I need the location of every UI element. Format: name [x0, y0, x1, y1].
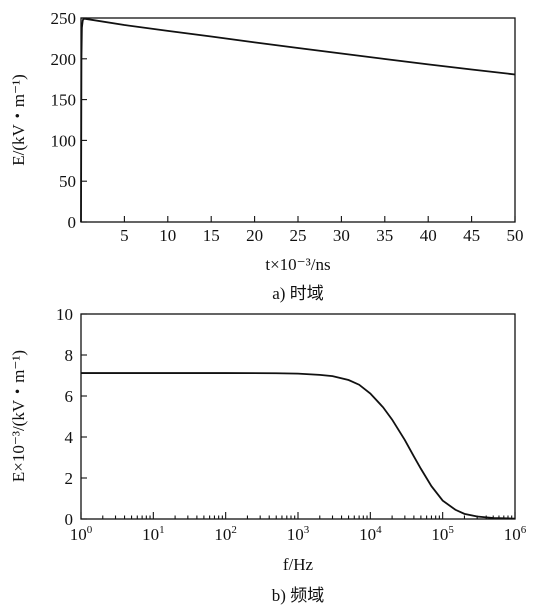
time-domain-x-tick-label: 50 [507, 226, 524, 245]
time-domain-y-axis-label: E/(kV・m⁻¹) [9, 74, 28, 166]
frequency-domain-plot-frame [80, 313, 516, 520]
frequency-domain-series-line [81, 372, 516, 520]
time-domain-y-tick-label: 0 [68, 213, 77, 232]
time-domain-x-tick-label: 35 [376, 226, 393, 245]
time-domain-y-tick-label: 50 [59, 172, 76, 191]
frequency-domain-y-axis-label: E×10⁻³/(kV・m⁻¹) [9, 350, 28, 482]
time-domain-y-tick-label: 150 [51, 91, 77, 110]
frequency-domain-x-ticks: 100 101 102 103 104 105 106 [70, 512, 527, 544]
frequency-domain-x-tick-label: 100 [70, 524, 93, 544]
frequency-domain-y-tick-label: 6 [65, 387, 74, 406]
time-domain-x-tick-label: 20 [246, 226, 263, 245]
time-domain-y-ticks: 0 50 100 150 200 250 [51, 9, 87, 232]
time-domain-y-tick-label: 200 [51, 50, 77, 69]
frequency-domain-caption: b) 频域 [272, 586, 324, 605]
time-domain-series-line [80, 17, 516, 223]
frequency-domain-y-tick-label: 10 [56, 305, 73, 324]
time-domain-y-tick-label: 100 [51, 131, 77, 150]
frequency-domain-y-tick-label: 8 [65, 346, 74, 365]
frequency-domain-x-axis-label: f/Hz [283, 555, 314, 574]
frequency-domain-x-tick-label: 106 [504, 524, 527, 544]
frequency-domain-y-ticks: 0 2 4 6 8 10 [56, 305, 87, 529]
chart-frequency-domain: 100 101 102 103 104 105 106 0 2 4 6 8 10 f/Hz E×10⁻… [9, 305, 527, 605]
frequency-domain-x-tick-label: 102 [214, 524, 237, 544]
frequency-domain-y-tick-label: 2 [65, 469, 74, 488]
time-domain-x-tick-label: 10 [159, 226, 176, 245]
time-domain-y-tick-label: 250 [51, 9, 77, 28]
frequency-domain-y-tick-label: 4 [65, 428, 74, 447]
time-domain-x-ticks: 5 10 15 20 25 30 35 40 45 50 [120, 216, 524, 245]
time-domain-x-tick-label: 5 [120, 226, 129, 245]
frequency-domain-x-tick-label: 103 [287, 524, 310, 544]
time-domain-x-tick-label: 45 [463, 226, 480, 245]
time-domain-x-axis-label: t×10⁻³/ns [265, 255, 330, 274]
time-domain-x-tick-label: 15 [203, 226, 220, 245]
frequency-domain-x-tick-label: 104 [359, 524, 382, 544]
frequency-domain-y-tick-label: 0 [65, 510, 74, 529]
chart-time-domain: 5 10 15 20 25 30 35 40 45 50 0 50 100 150 200 250 t×10… [9, 9, 524, 303]
time-domain-x-tick-label: 30 [333, 226, 350, 245]
frequency-domain-x-tick-label: 101 [142, 524, 165, 544]
time-domain-caption: a) 时域 [272, 284, 323, 303]
time-domain-x-tick-label: 40 [420, 226, 437, 245]
time-domain-x-tick-label: 25 [290, 226, 307, 245]
frequency-domain-x-tick-label: 105 [431, 524, 454, 544]
